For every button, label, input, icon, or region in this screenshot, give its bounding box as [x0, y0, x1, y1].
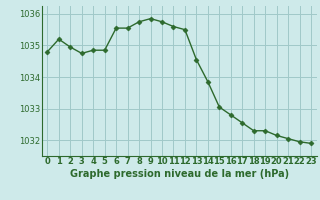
- X-axis label: Graphe pression niveau de la mer (hPa): Graphe pression niveau de la mer (hPa): [70, 169, 289, 179]
